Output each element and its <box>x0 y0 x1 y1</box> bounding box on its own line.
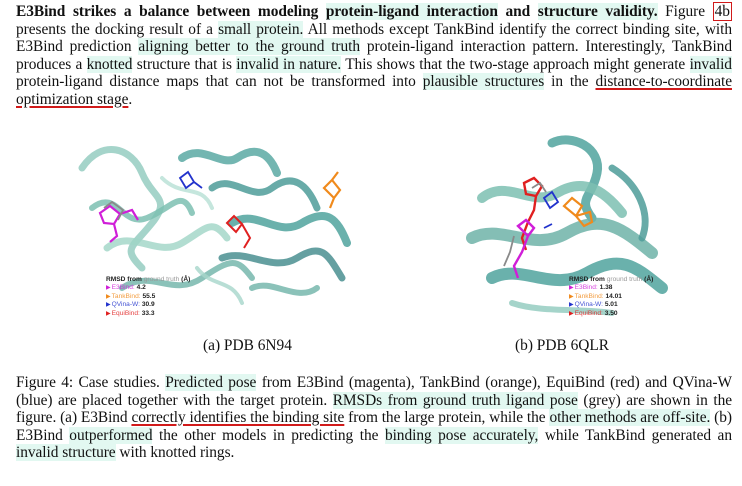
legend-row-qvina: ▶QVina-W: 30.9 <box>106 301 155 309</box>
intro-paragraph: E3Bind strikes a balance between modelin… <box>16 2 732 108</box>
legend-row-tankbind: ▶TankBind: 14.01 <box>569 292 622 300</box>
protein-structure-6qlr <box>466 135 668 316</box>
legend-row-e3bind: ▶E3Bind: 1.38 <box>569 284 613 292</box>
legend-row-tankbind: ▶TankBind: 55.5 <box>106 292 156 300</box>
legend-title: RMSD from ground truth (Å) <box>569 276 654 283</box>
legend-row-qvina: ▶QVina-W: 5.01 <box>569 301 618 309</box>
legend-row-e3bind: ▶E3Bind: 4.2 <box>106 284 146 292</box>
legend-title: RMSD from ground truth (Å) <box>106 276 191 283</box>
paragraph-heading: E3Bind strikes a balance between modelin… <box>16 3 658 20</box>
subfigure-label-b: (b) PDB 6QLR <box>515 337 610 354</box>
protein-structure-6n94 <box>78 146 351 305</box>
rmsd-legend-b: RMSD from ground truth (Å) ▶E3Bind: 1.38… <box>569 276 653 318</box>
rmsd-legend-a: RMSD from ground truth (Å) ▶E3Bind: 4.2 … <box>106 276 190 318</box>
figure-reference-link[interactable]: 4b <box>712 2 732 21</box>
legend-row-equibind: ▶EquiBind: 3.50 <box>569 309 618 317</box>
figure-caption: Figure 4: Case studies. Predicted pose f… <box>16 374 733 462</box>
legend-row-equibind: ▶EquiBind: 33.3 <box>106 309 155 317</box>
subfigure-label-a: (a) PDB 6N94 <box>203 337 292 354</box>
